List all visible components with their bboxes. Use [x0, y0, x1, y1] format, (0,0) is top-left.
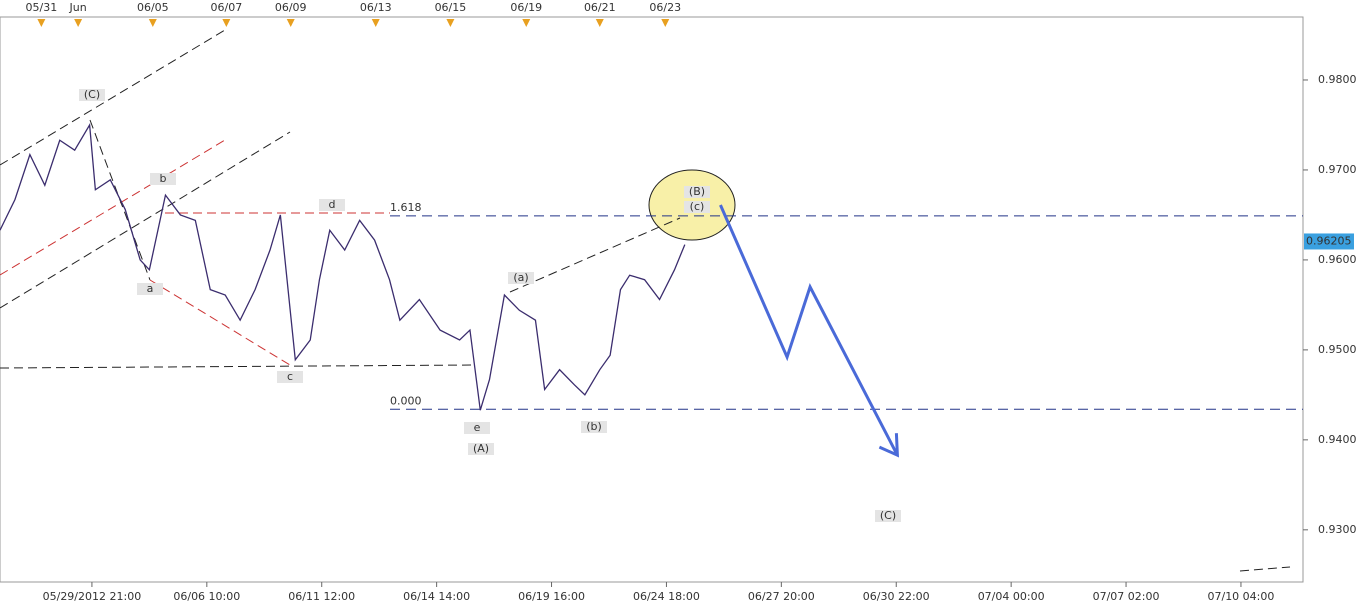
event-marker — [371, 19, 380, 27]
arrow-head — [878, 433, 900, 458]
wave-label: (b) — [586, 420, 602, 433]
annotation-bg — [875, 510, 901, 522]
event-label: 05/31 — [26, 1, 58, 14]
annotation-bg — [319, 199, 345, 211]
event-marker — [595, 19, 604, 27]
x-tick-label: 06/19 16:00 — [518, 590, 585, 603]
wave-label: (B) — [689, 185, 705, 198]
event-marker — [74, 19, 83, 27]
x-tick-label: 07/10 04:00 — [1207, 590, 1274, 603]
annotation-bg — [79, 89, 105, 101]
event-label: 06/07 — [211, 1, 243, 14]
trend-lines — [0, 29, 1291, 572]
x-tick-label: 06/11 12:00 — [288, 590, 355, 603]
x-tick-label: 06/27 20:00 — [748, 590, 815, 603]
x-tick-label: 06/24 18:00 — [633, 590, 700, 603]
event-marker — [661, 19, 670, 27]
annotation-bg — [508, 272, 534, 284]
event-marker — [286, 19, 295, 27]
last-price: 0.96205 — [1306, 234, 1352, 247]
wave-label: a — [147, 282, 154, 295]
wave-label: (C) — [880, 509, 896, 522]
event-marker — [522, 19, 531, 27]
event-label: 06/21 — [584, 1, 616, 14]
price-box — [1304, 233, 1354, 250]
annotation-bg — [150, 173, 176, 185]
fib-label: 0.000 — [390, 394, 422, 407]
wave-label: (C) — [84, 88, 100, 101]
annotation-bg — [277, 371, 303, 383]
y-tick-label: 0.9700 — [1318, 163, 1357, 176]
x-tick-label: 06/30 22:00 — [863, 590, 930, 603]
wave-label: c — [287, 370, 293, 383]
price-line — [0, 122, 686, 411]
projection-path — [719, 204, 899, 456]
fib-label: 1.618 — [390, 201, 422, 214]
x-tick-label: 05/29/2012 21:00 — [43, 590, 142, 603]
x-tick-label: 06/14 14:00 — [403, 590, 470, 603]
x-tick-label: 07/07 02:00 — [1093, 590, 1160, 603]
event-label: Jun — [69, 1, 87, 14]
event-label: 06/15 — [435, 1, 467, 14]
event-marker — [37, 19, 46, 27]
annotation-bg — [468, 443, 494, 455]
y-tick-label: 0.9800 — [1318, 73, 1357, 86]
event-label: 06/19 — [510, 1, 542, 14]
y-tick-label: 0.9600 — [1318, 253, 1357, 266]
event-label: 06/09 — [275, 1, 307, 14]
wave-label: (a) — [513, 271, 528, 284]
annotation-bg — [464, 422, 490, 434]
event-marker — [446, 19, 455, 27]
event-label: 06/13 — [360, 1, 392, 14]
event-label: 06/05 — [137, 1, 169, 14]
wave-label: d — [329, 198, 336, 211]
wave-label: e — [474, 421, 481, 434]
plot-frame — [0, 16, 1304, 583]
event-marker — [222, 19, 231, 27]
event-marker — [148, 19, 157, 27]
wave-label: (c) — [690, 200, 705, 213]
y-tick-label: 0.9400 — [1318, 433, 1357, 446]
wave-label: b — [160, 172, 167, 185]
wave-label: (A) — [473, 442, 489, 455]
y-tick-label: 0.9300 — [1318, 523, 1357, 536]
y-tick-label: 0.9500 — [1318, 343, 1357, 356]
annotation-bg — [137, 283, 163, 295]
annotation-bg — [684, 201, 710, 213]
x-tick-label: 07/04 00:00 — [978, 590, 1045, 603]
x-tick-label: 06/06 10:00 — [173, 590, 240, 603]
event-label: 06/23 — [649, 1, 681, 14]
annotation-bg — [581, 421, 607, 433]
annotation-bg — [684, 186, 710, 198]
